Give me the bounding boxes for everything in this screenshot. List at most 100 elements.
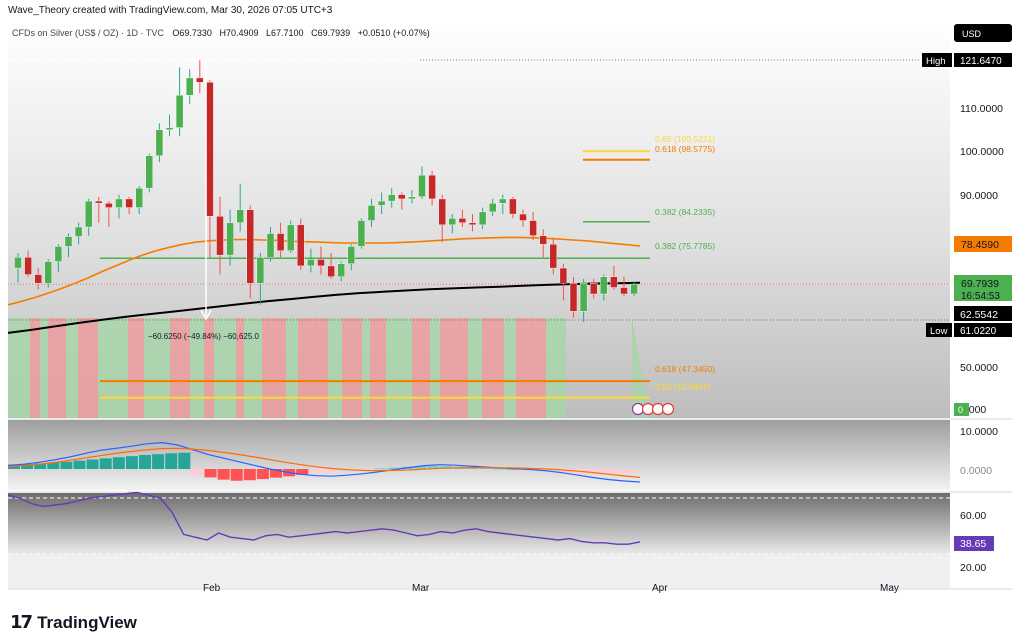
macd-histogram-bar [152,454,165,469]
ema200-price-tag: 62.5542 [954,306,1012,321]
event-flag-icon[interactable] [631,402,645,416]
candle-body [458,218,467,223]
measure-arrowhead [200,309,212,321]
candle-body [236,209,244,223]
fib-label: 0.618 (98.5775) [655,144,715,154]
ema50-tag-text: 78.4590 [961,239,999,251]
macd-histogram-bar [296,469,309,475]
candle-body [226,222,234,256]
macd-histogram-bar [125,456,138,469]
high-value-box [954,53,1012,67]
macd-histogram-bar [112,457,125,469]
candle-body [44,261,52,284]
us-flag-icon[interactable] [651,402,665,416]
candle-body [185,77,194,96]
rsi-tick-20: 20.00 [960,562,986,574]
macd-histogram-bar [427,465,440,469]
tradingview-logo[interactable]: 17 TradingView [10,612,137,633]
candle-body [54,246,63,262]
rsi-panel-lower [8,556,950,588]
candle-body [377,200,386,206]
fib-label: 0.382 (75.7785) [655,241,715,251]
ema200-tag-box [954,306,1012,321]
volume-band [516,318,546,418]
volume-band [468,318,482,418]
candle-body [327,265,335,277]
macd-histogram-bar [505,469,518,470]
macd-histogram-bar [387,467,400,469]
candle-body [438,198,446,226]
fib-label: 0.382 (84.2335) [655,207,715,217]
volume-band [40,318,48,418]
volume-band [170,318,190,418]
macd-panel-background [8,420,950,490]
rsi-value-tag [954,536,994,551]
macd-histogram-bar [492,468,505,470]
candle-body [499,198,507,204]
candles [14,60,638,323]
event-icons[interactable] [631,402,675,416]
macd-histogram-bar [361,469,374,470]
candle-body [105,203,113,208]
macd-histogram-bar [623,469,636,473]
us-flag-icon[interactable] [661,402,675,416]
candle-body [448,218,456,226]
candle-body [600,276,608,295]
ema200-tag-text: 62.5542 [960,309,998,321]
macd-histogram-bar [204,469,217,478]
high-price-tag: High 121.6470 [922,53,1012,67]
price-chart[interactable]: 0.65 (100.5221)0.618 (98.5775) 0.382 (84.… [0,22,1024,597]
candle-body [74,226,83,237]
x-label-feb: Feb [203,583,221,594]
macd-histogram-bar [99,458,112,469]
tradingview-brand: TradingView [37,612,137,632]
candle-body [428,174,436,200]
volume-band [8,318,30,418]
candle-body [14,257,22,269]
currency-button[interactable] [954,24,1012,42]
candle-body [145,155,154,189]
candle-body [175,95,184,128]
candle-body [307,259,315,267]
low-value-box [954,323,1012,337]
us-flag-icon[interactable] [641,402,655,416]
macd-tick-high: 10.0000 [960,426,998,438]
price-axis-tick: 90.0000 [960,190,998,202]
high-tag-box [922,53,952,67]
volume-band [236,318,244,418]
zero-badge: 0 [954,403,969,416]
zero-badge-text: 0 [958,405,963,415]
macd-histogram-bar [60,461,73,469]
candle-body [64,236,73,247]
candle-body [216,216,224,256]
candle-body [84,200,93,228]
volume-band [386,318,412,418]
candle-body [256,257,265,284]
volume-band [204,318,214,418]
macd-histogram-bar [545,469,558,472]
low-tag-text: Low [930,326,948,337]
macd-histogram-bar [479,467,492,469]
candle-body [610,276,618,288]
candle-body [620,287,628,295]
candle-body [509,198,517,215]
last-price-box [954,275,1012,301]
macd-histogram-bar [597,469,610,475]
volume-band [214,318,236,418]
countdown-timer: 16:54:53 [961,291,1000,302]
candle-body [276,233,285,251]
ema50-price-tag: 78.4590 [954,236,1012,252]
volume-band [298,318,328,418]
x-label-mar: Mar [412,583,430,594]
macd-histogram-bar [243,469,256,481]
volume-band [286,318,298,418]
fibonacci-lines: 0.65 (100.5221)0.618 (98.5775) 0.382 (84.… [100,134,715,399]
candle-body [266,233,275,258]
candle-body [317,259,325,267]
candle-body [34,274,42,284]
volume-band [190,318,204,418]
top-bar: Wave_Theory created with TradingView.com… [0,0,1024,22]
macd-histogram-bar [86,459,99,469]
measure-label: −60.6250 (−49.84%) −60,625.0 [148,332,260,341]
volume-band [430,318,440,418]
